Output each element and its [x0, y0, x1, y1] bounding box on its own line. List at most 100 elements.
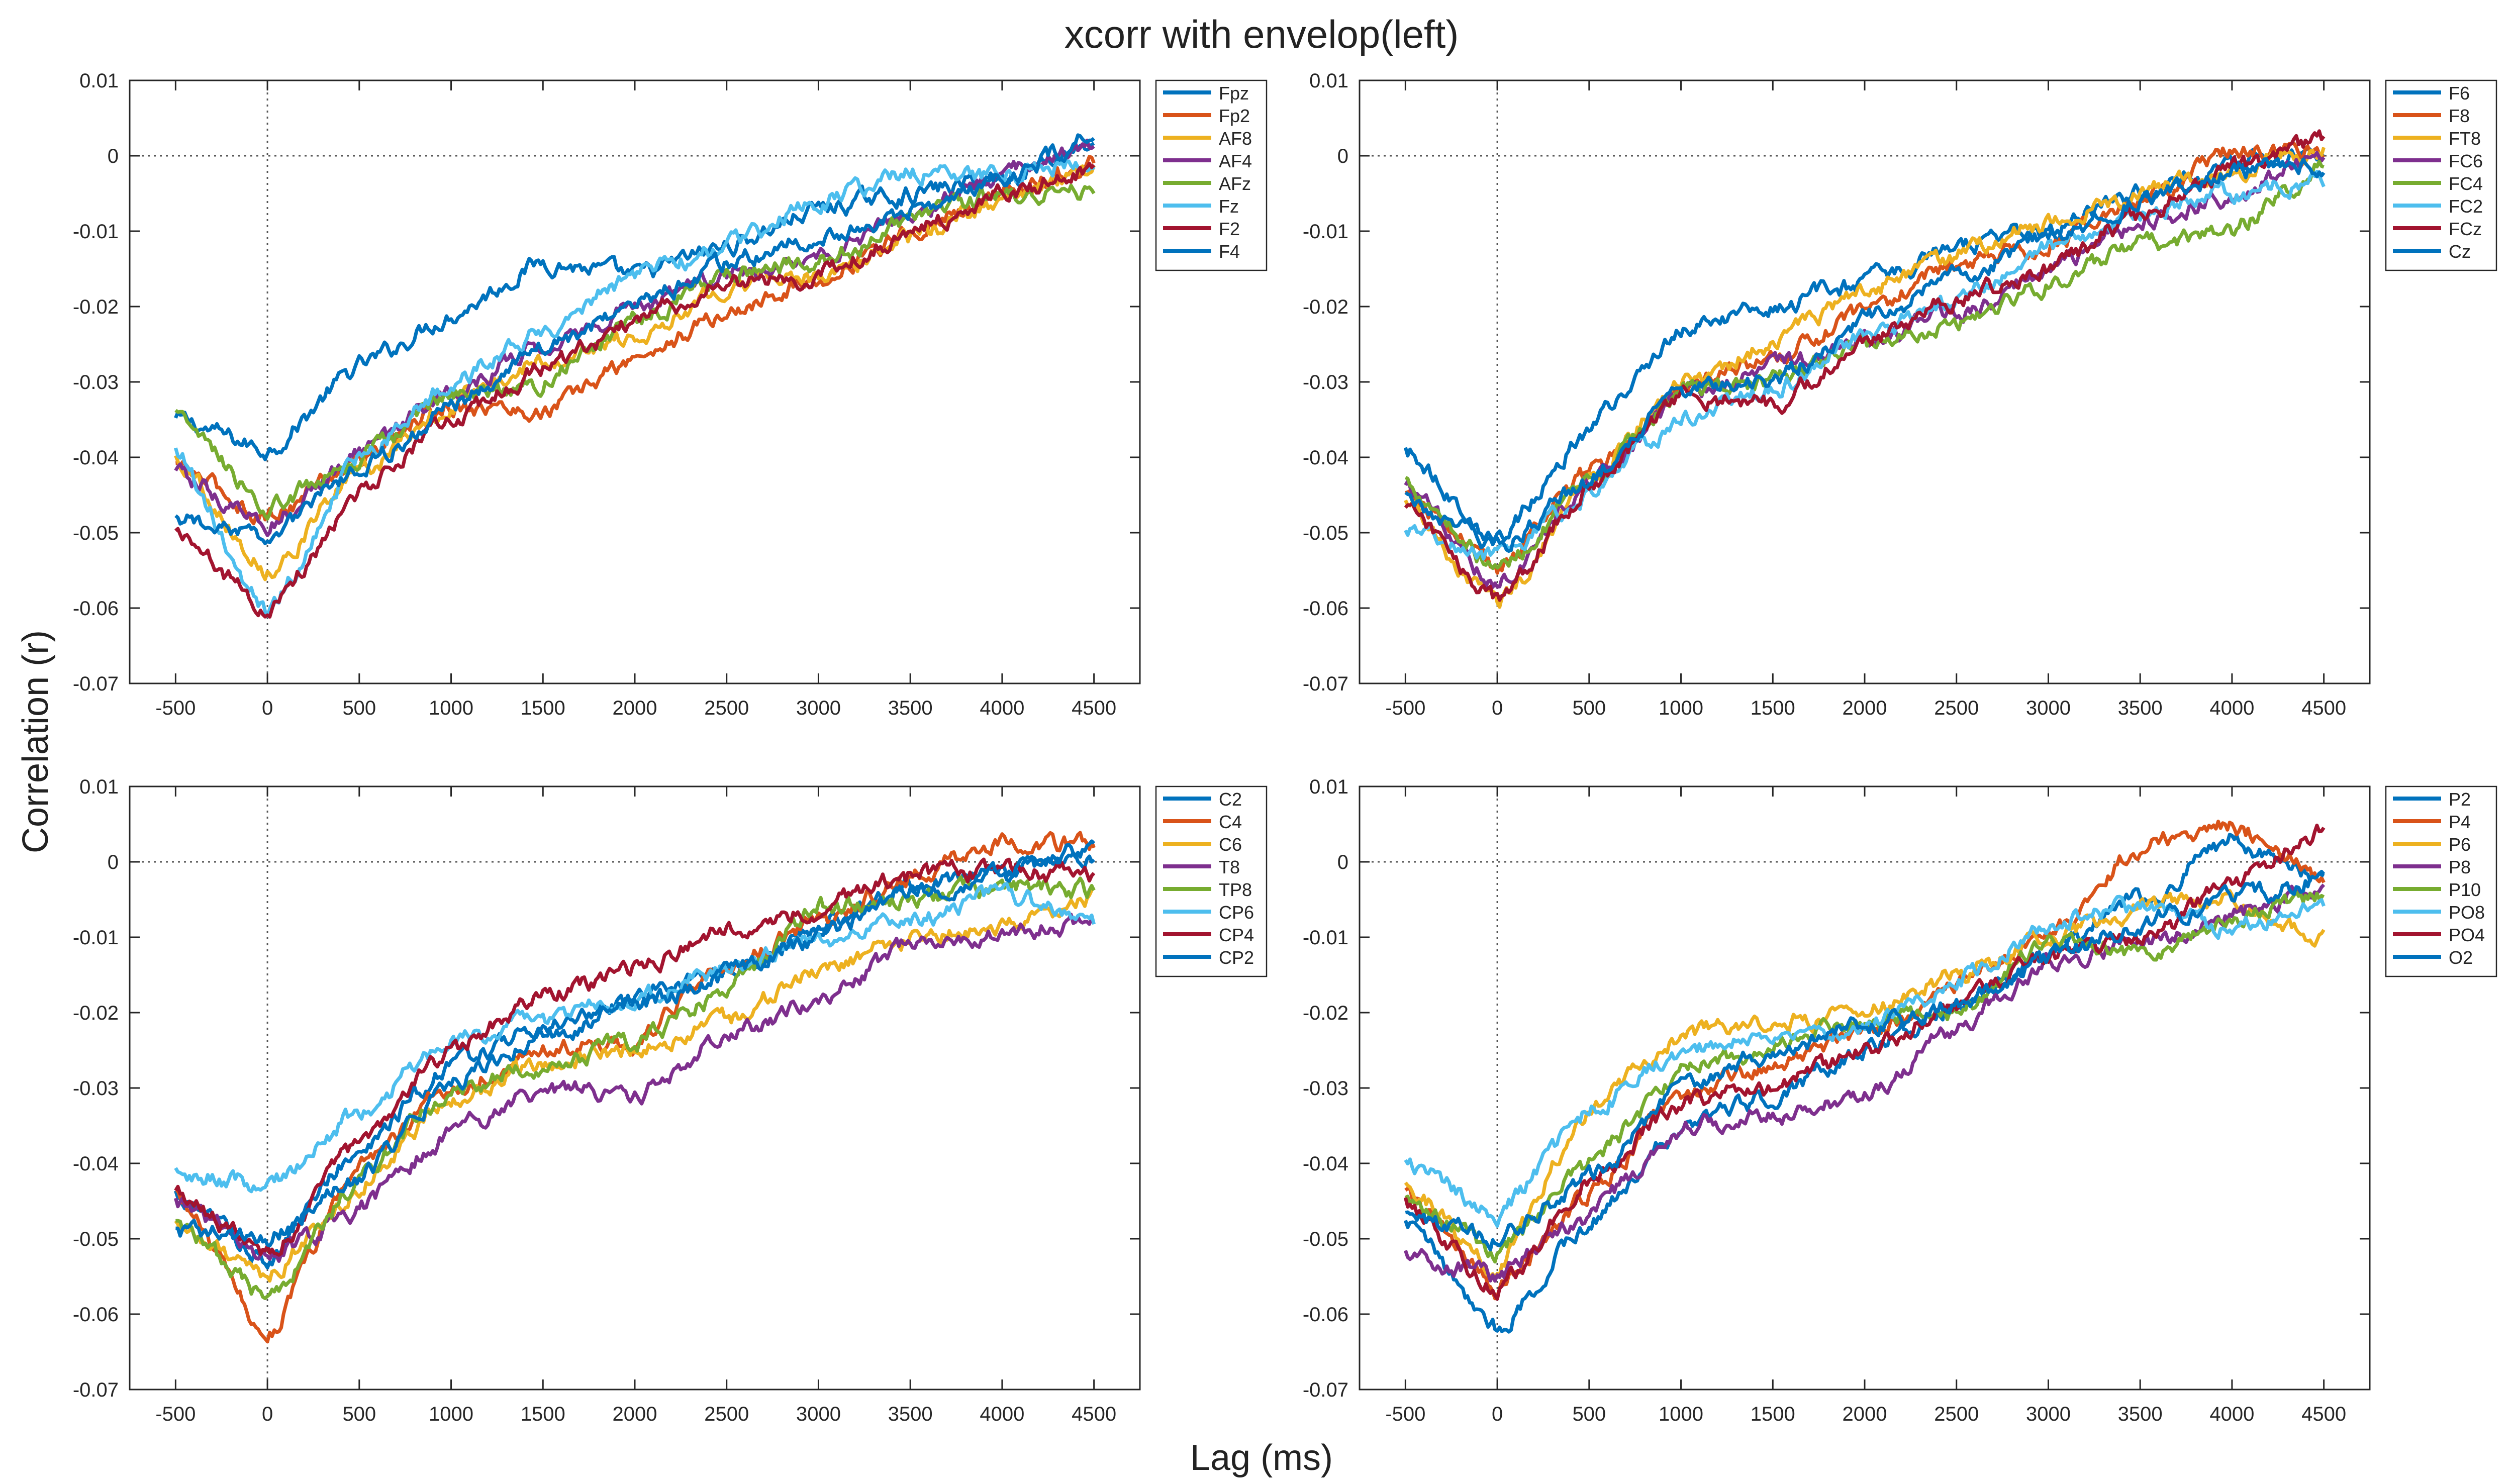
- legend-label: FC6: [2449, 151, 2483, 171]
- legend-label: AF8: [1219, 128, 1252, 149]
- x-tick-label: 4500: [2301, 1403, 2346, 1425]
- x-tick-label: 500: [1572, 1403, 1606, 1425]
- x-tick-label: 2500: [704, 697, 749, 719]
- y-tick-label: -0.05: [1303, 1228, 1348, 1250]
- x-tick-label: 4500: [1072, 697, 1116, 719]
- y-tick-label: 0.01: [79, 776, 119, 798]
- y-tick-label: -0.07: [1303, 1379, 1348, 1401]
- y-axis-label: Correlation (r): [16, 630, 56, 853]
- x-tick-label: 2000: [1843, 1403, 1887, 1425]
- legend-label: PO4: [2449, 925, 2485, 945]
- legend-label: F6: [2449, 83, 2470, 104]
- legend-label: Fz: [1219, 196, 1239, 217]
- series-line-P8: [1404, 883, 2326, 1283]
- y-tick-label: -0.04: [73, 1153, 119, 1175]
- legend-label: PO8: [2449, 902, 2485, 923]
- x-tick-label: 2500: [704, 1403, 749, 1425]
- x-tick-label: 1000: [429, 697, 473, 719]
- series-line-FC6: [1404, 151, 2326, 589]
- x-tick-label: 4000: [2209, 1403, 2254, 1425]
- y-tick-label: -0.05: [73, 522, 119, 544]
- legend-label: O2: [2449, 947, 2473, 968]
- y-tick-label: -0.06: [1303, 598, 1348, 620]
- series-line-CP2: [175, 839, 1096, 1248]
- legend-label: P8: [2449, 857, 2471, 877]
- y-tick-label: 0.01: [1309, 70, 1348, 92]
- x-tick-label: 3500: [2118, 697, 2163, 719]
- x-tick-label: 4000: [980, 1403, 1024, 1425]
- x-tick-label: 0: [1492, 697, 1503, 719]
- legend-label: FC2: [2449, 196, 2483, 217]
- x-tick-label: 0: [262, 697, 273, 719]
- legend-box: [1155, 79, 1268, 271]
- x-tick-label: 3500: [888, 1403, 933, 1425]
- legend-label: C4: [1219, 812, 1242, 832]
- series-line-T8: [174, 913, 1094, 1263]
- legend-label: F4: [1219, 241, 1240, 262]
- series-line-C2: [174, 851, 1095, 1270]
- y-tick-label: -0.07: [1303, 673, 1348, 695]
- x-tick-label: -500: [155, 1403, 196, 1425]
- y-tick-label: -0.05: [73, 1228, 119, 1250]
- series-line-F6: [1404, 145, 2326, 543]
- x-tick-label: 1500: [521, 1403, 565, 1425]
- y-tick-label: -0.07: [73, 673, 119, 695]
- y-tick-label: -0.02: [1303, 1002, 1348, 1024]
- x-tick-label: 1500: [1751, 697, 1795, 719]
- x-tick-label: -500: [155, 697, 196, 719]
- legend-label: C6: [1219, 834, 1242, 855]
- legend-label: P2: [2449, 789, 2471, 810]
- y-tick-label: -0.04: [73, 447, 119, 469]
- series-line-PO8: [1404, 895, 2326, 1228]
- legend-box: [2385, 79, 2497, 271]
- y-tick-label: -0.01: [73, 927, 119, 949]
- legend-label: CP2: [1219, 947, 1254, 968]
- legend-box: [2385, 785, 2497, 977]
- x-tick-label: 4000: [980, 697, 1024, 719]
- series-line-P6: [1404, 889, 2326, 1280]
- series-line-F4: [174, 133, 1095, 546]
- y-tick-label: -0.06: [1303, 1304, 1348, 1326]
- x-tick-label: 2500: [1934, 697, 1979, 719]
- legend-label: CP4: [1219, 925, 1254, 945]
- x-tick-label: 2000: [1843, 697, 1887, 719]
- y-tick-label: 0.01: [1309, 776, 1348, 798]
- x-tick-label: 2000: [613, 697, 657, 719]
- y-tick-label: 0: [108, 145, 119, 167]
- legend-label: F8: [2449, 106, 2470, 126]
- y-tick-label: 0: [1337, 851, 1348, 873]
- x-tick-label: 3000: [2026, 1403, 2071, 1425]
- x-tick-label: 1500: [1751, 1403, 1795, 1425]
- figure-title: xcorr with envelop(left): [1065, 12, 1459, 56]
- y-tick-label: 0.01: [79, 70, 119, 92]
- legend-label: T8: [1219, 857, 1240, 877]
- x-tick-label: -500: [1385, 697, 1425, 719]
- legend-label: FC4: [2449, 173, 2483, 194]
- y-tick-label: -0.03: [1303, 371, 1348, 393]
- y-tick-label: -0.05: [1303, 522, 1348, 544]
- y-tick-label: 0: [1337, 145, 1348, 167]
- x-tick-label: 3500: [2118, 1403, 2163, 1425]
- x-tick-label: 1500: [521, 697, 565, 719]
- legend-label: AF4: [1219, 151, 1252, 171]
- legend-label: P10: [2449, 879, 2481, 900]
- axes-box: [129, 785, 1141, 1391]
- legend-label: Fp2: [1219, 106, 1250, 126]
- y-tick-label: -0.06: [73, 1304, 119, 1326]
- series-line-CP6: [174, 882, 1096, 1194]
- series-line-F2: [174, 161, 1096, 619]
- legend-box: [1155, 785, 1268, 977]
- y-tick-label: -0.06: [73, 598, 119, 620]
- series-line-PO4: [1403, 823, 2326, 1301]
- y-tick-label: 0: [108, 851, 119, 873]
- x-tick-label: 3500: [888, 697, 933, 719]
- x-tick-label: 0: [262, 1403, 273, 1425]
- y-tick-label: -0.03: [73, 1077, 119, 1100]
- panel-4: -500 0 500 1000 1500 2000 2500 3000 3500 4000 4500…: [1303, 776, 2497, 1425]
- x-tick-label: 1000: [1659, 1403, 1703, 1425]
- x-tick-label: 500: [342, 1403, 376, 1425]
- legend-label: FT8: [2449, 128, 2481, 149]
- x-axis-label: Lag (ms): [1190, 1438, 1333, 1478]
